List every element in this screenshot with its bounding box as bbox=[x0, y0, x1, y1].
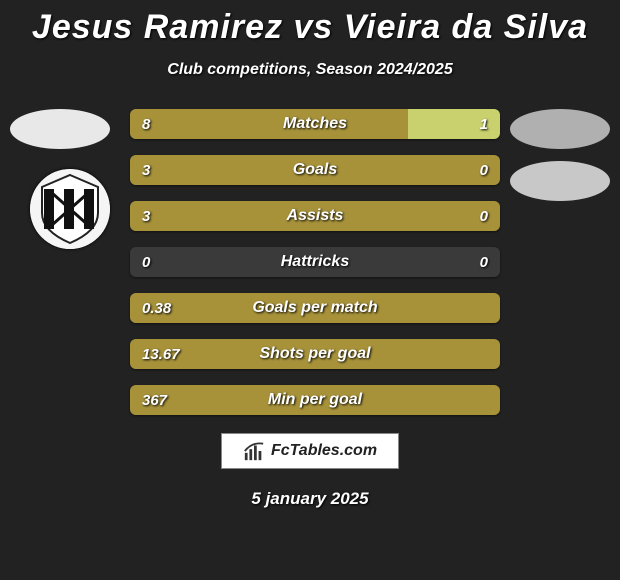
stat-row: 13.67Shots per goal bbox=[130, 339, 500, 369]
stat-bars: 8Matches13Goals03Assists00Hattricks00.38… bbox=[130, 109, 500, 415]
page-title: Jesus Ramirez vs Vieira da Silva bbox=[0, 0, 620, 47]
chart-icon bbox=[243, 440, 265, 462]
player-right-badge-2 bbox=[510, 161, 610, 201]
stat-label: Goals bbox=[130, 155, 500, 185]
stat-value-right: 0 bbox=[480, 247, 488, 277]
player-left-badge bbox=[10, 109, 110, 149]
club-crest-icon bbox=[30, 169, 110, 249]
stat-value-right: 0 bbox=[480, 201, 488, 231]
stat-row: 8Matches1 bbox=[130, 109, 500, 139]
stats-area: 8Matches13Goals03Assists00Hattricks00.38… bbox=[0, 109, 620, 415]
stat-label: Min per goal bbox=[130, 385, 500, 415]
stat-row: 0Hattricks0 bbox=[130, 247, 500, 277]
date-text: 5 january 2025 bbox=[0, 489, 620, 509]
stat-row: 0.38Goals per match bbox=[130, 293, 500, 323]
stat-value-right: 1 bbox=[480, 109, 488, 139]
stat-value-right: 0 bbox=[480, 155, 488, 185]
stat-label: Goals per match bbox=[130, 293, 500, 323]
stat-row: 367Min per goal bbox=[130, 385, 500, 415]
stat-row: 3Assists0 bbox=[130, 201, 500, 231]
brand-text: FcTables.com bbox=[271, 442, 377, 460]
player-right-badge-1 bbox=[510, 109, 610, 149]
stat-label: Hattricks bbox=[130, 247, 500, 277]
stat-label: Matches bbox=[130, 109, 500, 139]
stat-label: Assists bbox=[130, 201, 500, 231]
page-subtitle: Club competitions, Season 2024/2025 bbox=[0, 61, 620, 79]
stat-row: 3Goals0 bbox=[130, 155, 500, 185]
brand-logo: FcTables.com bbox=[221, 433, 399, 469]
stat-label: Shots per goal bbox=[130, 339, 500, 369]
